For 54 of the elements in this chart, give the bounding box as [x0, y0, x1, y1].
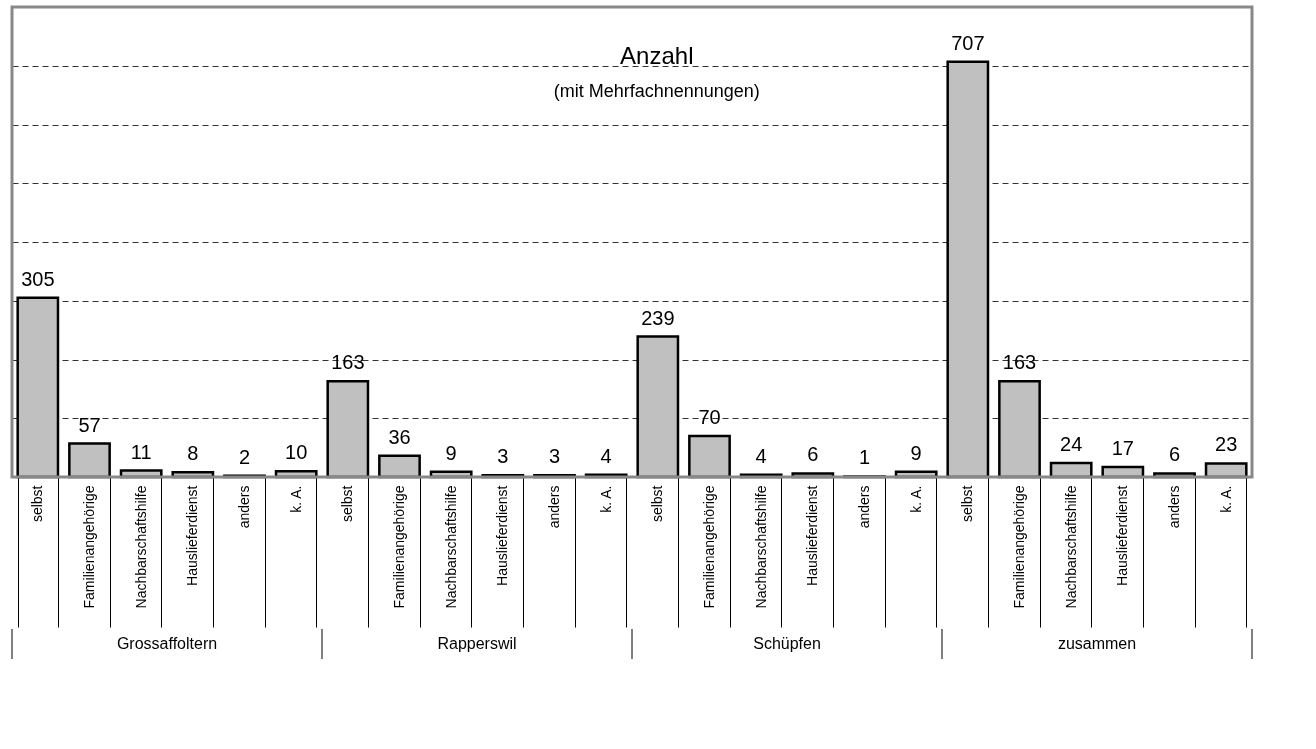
x-tick-label: selbst	[339, 485, 356, 523]
x-tick-label: Familienangehörige	[81, 485, 97, 609]
data-label: 1	[858, 446, 871, 469]
data-label: 2	[238, 445, 251, 468]
data-label: 57	[78, 413, 101, 436]
data-label: 70	[698, 405, 721, 428]
data-label: 6	[1168, 443, 1181, 466]
x-tick-label: Familienangehörige	[701, 485, 717, 609]
data-label: 10	[285, 441, 308, 464]
data-label: 9	[445, 441, 457, 464]
x-tick-label: k. A.	[1217, 485, 1234, 513]
x-tick-label: Hauslieferdienst	[184, 485, 201, 586]
text: (mit Mehrfachnennungen)	[553, 81, 760, 101]
data-label: 707	[951, 31, 985, 54]
data-label: 163	[331, 351, 365, 374]
text: Rapperswil	[437, 635, 517, 652]
text: Grossaffoltern	[116, 635, 218, 652]
x-tick-label: k. A.	[287, 485, 304, 513]
data-label: 4	[755, 444, 767, 467]
data-label: 36	[388, 425, 411, 448]
x-tick-label: Nachbarschaftshilfe	[132, 485, 149, 609]
text: Schüpfen	[753, 635, 821, 652]
x-tick-label: selbst	[649, 485, 666, 523]
data-label: 6	[807, 443, 819, 466]
x-tick-label: Nachbarschaftshilfe	[1062, 485, 1079, 609]
data-label: 24	[1060, 432, 1083, 455]
x-tick-label: anders	[546, 485, 562, 529]
data-label: 23	[1215, 433, 1238, 456]
x-tick-label: k. A.	[907, 485, 924, 513]
data-label: 3	[548, 445, 561, 468]
x-tick-label: anders	[856, 485, 872, 529]
text: Anzahl	[620, 42, 694, 69]
x-tick-label: Hauslieferdienst	[1114, 485, 1131, 586]
x-tick-label: Nachbarschaftshilfe	[442, 485, 459, 609]
x-tick-label: selbst	[29, 485, 46, 523]
data-label: 305	[21, 267, 55, 290]
text: zusammen	[1057, 635, 1137, 652]
x-tick-label: k. A.	[597, 485, 614, 513]
data-label: 4	[600, 444, 612, 467]
data-label: 3	[497, 445, 509, 468]
data-label: 17	[1111, 437, 1134, 460]
data-label: 9	[910, 441, 922, 464]
x-tick-label: anders	[1166, 485, 1182, 529]
x-tick-label: Familienangehörige	[391, 485, 407, 609]
x-tick-label: Nachbarschaftshilfe	[752, 485, 769, 609]
x-tick-label: Hauslieferdienst	[494, 485, 511, 586]
data-label: 163	[1002, 351, 1037, 374]
x-tick-label: Hauslieferdienst	[804, 485, 821, 586]
data-label: 239	[641, 306, 675, 329]
data-label: 11	[130, 440, 152, 463]
x-tick-label: selbst	[959, 485, 976, 523]
x-tick-label: anders	[236, 485, 252, 529]
x-tick-label: Familienangehörige	[1011, 485, 1027, 609]
data-label: 8	[187, 442, 199, 465]
